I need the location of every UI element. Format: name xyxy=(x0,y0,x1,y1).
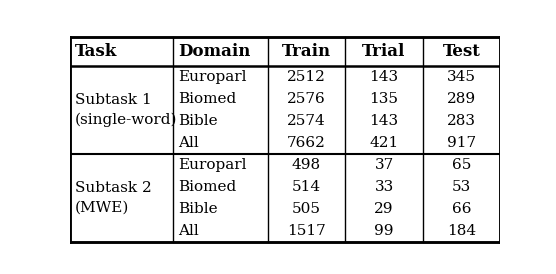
Text: All: All xyxy=(178,224,199,238)
Text: Subtask 1
(single-word): Subtask 1 (single-word) xyxy=(75,93,177,127)
Text: 283: 283 xyxy=(447,114,476,128)
Text: Europarl: Europarl xyxy=(178,158,247,172)
Text: Test: Test xyxy=(443,43,480,60)
Text: Biomed: Biomed xyxy=(178,92,237,106)
Text: Bible: Bible xyxy=(178,114,218,128)
Text: Biomed: Biomed xyxy=(178,180,237,194)
Text: Task: Task xyxy=(75,43,117,60)
Text: Bible: Bible xyxy=(178,202,218,216)
Text: Trial: Trial xyxy=(363,43,406,60)
Text: All: All xyxy=(178,136,199,150)
Text: 53: 53 xyxy=(452,180,471,194)
Text: 505: 505 xyxy=(292,202,321,216)
Text: 498: 498 xyxy=(292,158,321,172)
Text: Subtask 2
(MWE): Subtask 2 (MWE) xyxy=(75,181,152,215)
Text: 184: 184 xyxy=(447,224,476,238)
Text: 99: 99 xyxy=(374,224,394,238)
Text: 2574: 2574 xyxy=(287,114,326,128)
Text: 2512: 2512 xyxy=(287,70,326,84)
Text: 421: 421 xyxy=(369,136,399,150)
Text: 1517: 1517 xyxy=(287,224,326,238)
Text: 514: 514 xyxy=(292,180,321,194)
Text: 143: 143 xyxy=(370,70,399,84)
Text: 345: 345 xyxy=(447,70,476,84)
Text: 2576: 2576 xyxy=(287,92,326,106)
Text: 65: 65 xyxy=(452,158,471,172)
Text: 66: 66 xyxy=(452,202,471,216)
Text: 29: 29 xyxy=(374,202,394,216)
Text: 33: 33 xyxy=(374,180,394,194)
Text: Europarl: Europarl xyxy=(178,70,247,84)
Text: Domain: Domain xyxy=(178,43,251,60)
Text: 135: 135 xyxy=(370,92,399,106)
Text: 917: 917 xyxy=(447,136,476,150)
Text: 7662: 7662 xyxy=(287,136,326,150)
Text: 289: 289 xyxy=(447,92,476,106)
Text: 143: 143 xyxy=(370,114,399,128)
Text: Train: Train xyxy=(282,43,331,60)
Text: 37: 37 xyxy=(374,158,394,172)
